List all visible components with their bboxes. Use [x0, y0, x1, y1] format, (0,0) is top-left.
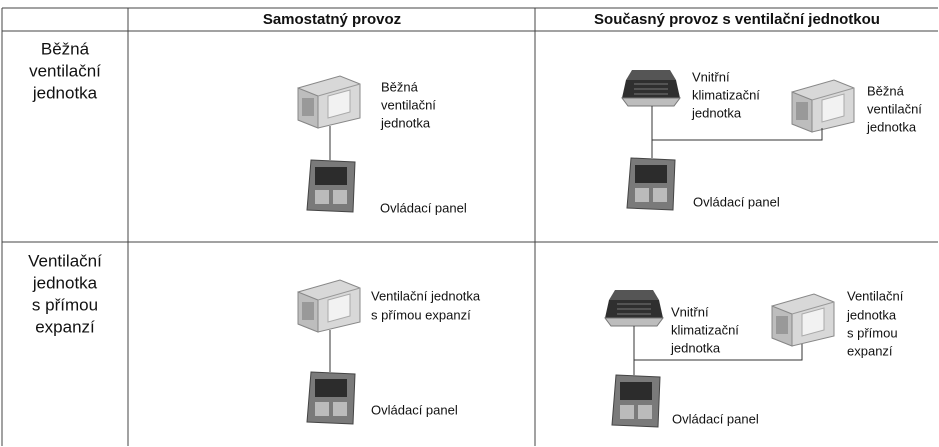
indoor-unit-icon	[604, 289, 664, 327]
unit-label: jednotka	[846, 307, 897, 322]
row-label: jednotka	[32, 273, 98, 292]
panel-label: Ovládací panel	[380, 200, 467, 215]
row-label: Běžná	[41, 39, 90, 58]
panel-label: Ovládací panel	[371, 402, 458, 417]
indoor-label: Vnitřní	[671, 304, 709, 319]
indoor-label: jednotka	[670, 340, 721, 355]
unit-label: ventilační	[381, 97, 436, 112]
control-panel-icon	[611, 374, 661, 428]
control-panel-icon	[306, 159, 356, 213]
row-label: jednotka	[32, 83, 98, 102]
indoor-label: Vnitřní	[692, 69, 730, 84]
unit-label: Ventilační jednotka	[371, 288, 481, 303]
ventilation-unit-icon	[297, 75, 361, 129]
row-label: Ventilační	[28, 251, 102, 270]
wire	[633, 326, 803, 375]
column-header: Současný provoz s ventilační jednotkou	[594, 11, 880, 28]
ventilation-unit-icon	[771, 293, 835, 347]
row-label: expanzí	[35, 317, 95, 336]
indoor-unit-icon	[621, 69, 681, 107]
unit-label: s přímou	[847, 325, 898, 340]
unit-label: Běžná	[381, 79, 419, 94]
unit-label: s přímou expanzí	[371, 307, 471, 322]
unit-label: Běžná	[867, 83, 905, 98]
ventilation-unit-icon	[791, 79, 855, 133]
unit-label: Ventilační	[847, 288, 904, 303]
row-label: s přímou	[32, 295, 98, 314]
wire	[651, 106, 823, 158]
unit-label: ventilační	[867, 101, 922, 116]
unit-label: jednotka	[380, 115, 431, 130]
control-panel-icon	[306, 371, 356, 425]
unit-label: expanzí	[847, 343, 893, 358]
indoor-label: klimatizační	[692, 87, 760, 102]
indoor-label: jednotka	[691, 105, 742, 120]
indoor-label: klimatizační	[671, 322, 739, 337]
column-header: Samostatný provoz	[263, 11, 401, 28]
control-panel-icon	[626, 157, 676, 211]
unit-label: jednotka	[866, 119, 917, 134]
panel-label: Ovládací panel	[672, 411, 759, 426]
row-label: ventilační	[29, 61, 101, 80]
panel-label: Ovládací panel	[693, 194, 780, 209]
ventilation-unit-icon	[297, 279, 361, 333]
